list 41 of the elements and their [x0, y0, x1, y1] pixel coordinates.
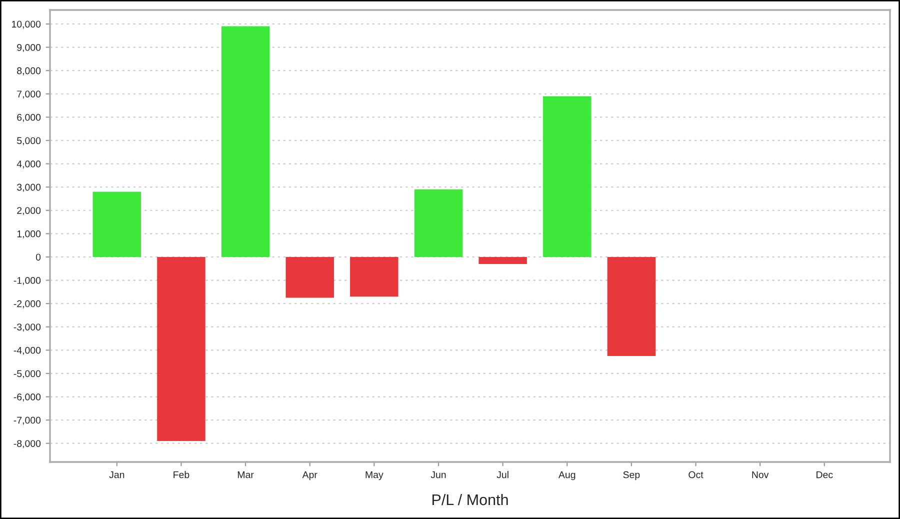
x-tick-label: Sep [623, 471, 640, 480]
y-tick-label: 9,000 [17, 44, 41, 52]
y-tick-label: 8,000 [17, 67, 41, 76]
bar [543, 96, 592, 257]
x-tick-label: Apr [302, 471, 318, 480]
x-tick-label: Dec [816, 471, 833, 478]
y-tick-label: -1,000 [14, 277, 41, 286]
y-tick-label: 10,000 [12, 20, 41, 29]
y-tick-label: 4,000 [16, 160, 41, 169]
y-tick-label: 2,000 [17, 207, 41, 216]
y-tick-label: -2,000 [14, 300, 41, 308]
bar [478, 256, 527, 264]
x-tick-label: Jan [109, 471, 124, 478]
y-tick-label: 7,000 [17, 90, 41, 99]
y-tick-label: -4,000 [14, 346, 41, 355]
bar [92, 192, 142, 257]
y-tick-label: 5,000 [17, 137, 41, 146]
y-tick-label: -3,000 [14, 324, 41, 332]
y-tick-label: 3,000 [17, 184, 41, 192]
x-tick-label: Feb [174, 471, 190, 478]
x-tick-label: May [366, 471, 384, 480]
y-tick-label: 6,000 [17, 114, 41, 122]
bar [157, 256, 206, 442]
x-tick-label: Jul [496, 471, 508, 478]
y-tick-label: -7,000 [14, 416, 41, 425]
y-tick-label: 1,000 [17, 230, 41, 238]
x-tick-label: Jun [430, 471, 446, 478]
x-tick-label: Mar [238, 471, 254, 478]
y-tick-label: -8,000 [14, 440, 41, 448]
bar [607, 256, 656, 356]
bar [286, 256, 334, 298]
x-tick-label: Oct [688, 471, 704, 478]
y-tick-label: -5,000 [14, 370, 41, 378]
bar [221, 26, 270, 257]
x-tick-label: Nov [752, 471, 769, 478]
x-tick-label: Aug [558, 471, 576, 480]
y-tick-label: 0 [36, 254, 41, 261]
bar [414, 189, 463, 257]
x-axis-title: P/L / Month [432, 494, 508, 506]
bar [350, 256, 398, 297]
y-tick-label: -6,000 [14, 393, 41, 402]
